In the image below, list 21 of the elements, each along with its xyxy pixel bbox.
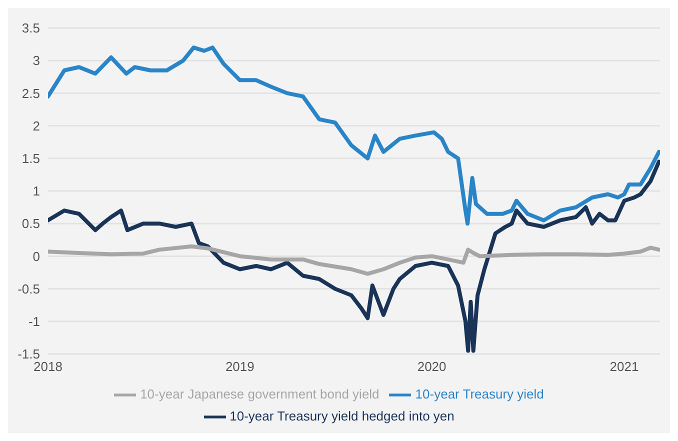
line-series — [48, 46, 660, 226]
legend-label: 10-year Treasury yield — [415, 386, 544, 402]
y-tick-label: 3.5 — [22, 20, 40, 36]
legend-label: 10-year Japanese government bond yield — [140, 386, 380, 402]
y-tick-label: -1 — [28, 314, 40, 330]
legend-label: 10-year Treasury yield hedged into yen — [230, 408, 454, 424]
y-tick-label: 1.5 — [22, 151, 40, 166]
line-series — [48, 244, 660, 276]
y-tick-label: 1 — [32, 184, 40, 199]
y-tick-label: 0 — [32, 248, 40, 264]
y-tick-label: -1.5 — [18, 346, 40, 362]
x-tick-label: 2021 — [610, 359, 639, 374]
y-tick-label: 2.5 — [22, 86, 40, 101]
y-tick-label: 2 — [32, 118, 40, 134]
y-tick-label: 3 — [32, 53, 40, 68]
line-series — [48, 160, 660, 353]
y-tick-label: -0.5 — [18, 281, 40, 296]
y-tick-label: 0.5 — [22, 216, 40, 232]
x-tick-label: 2020 — [417, 359, 446, 374]
x-tick-label: 2019 — [225, 359, 254, 374]
x-tick-label: 2018 — [34, 359, 62, 374]
